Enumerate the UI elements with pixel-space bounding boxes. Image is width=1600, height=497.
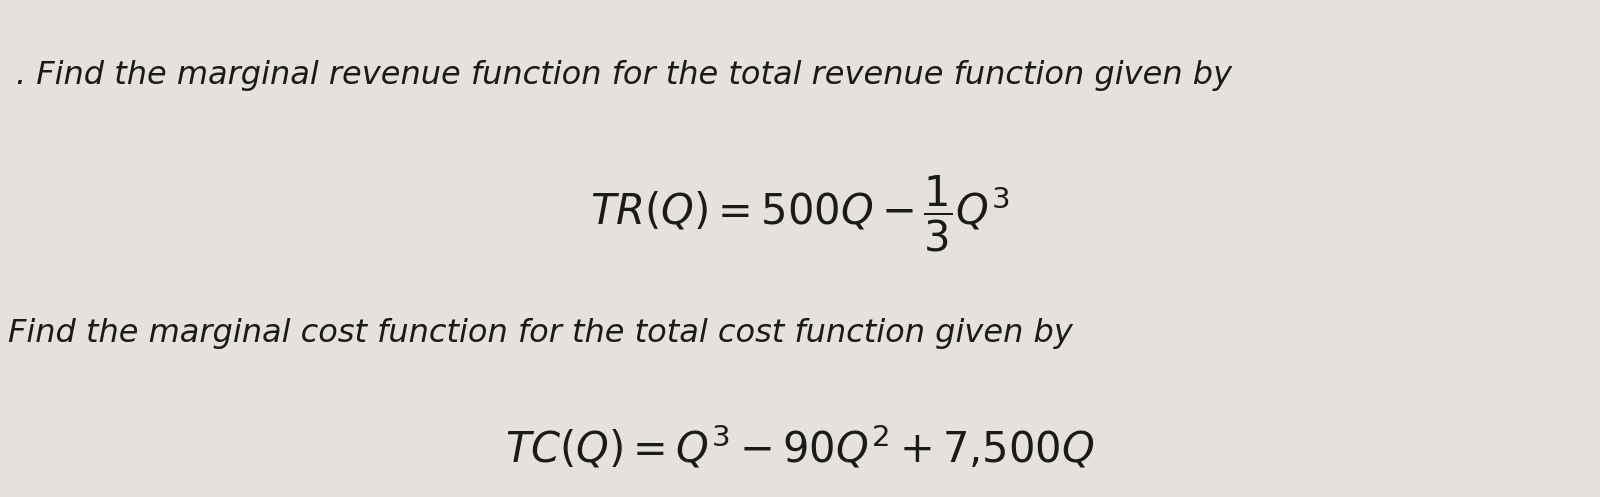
Text: $TC(Q) = Q^3 - 90Q^2 + 7{,}500Q$: $TC(Q) = Q^3 - 90Q^2 + 7{,}500Q$ bbox=[506, 423, 1094, 471]
Text: Find the marginal cost function for the total cost function given by: Find the marginal cost function for the … bbox=[8, 318, 1074, 349]
Text: $TR(Q) = 500Q - \dfrac{1}{3}Q^3$: $TR(Q) = 500Q - \dfrac{1}{3}Q^3$ bbox=[590, 173, 1010, 254]
Text: . Find the marginal revenue function for the total revenue function given by: . Find the marginal revenue function for… bbox=[16, 60, 1232, 90]
